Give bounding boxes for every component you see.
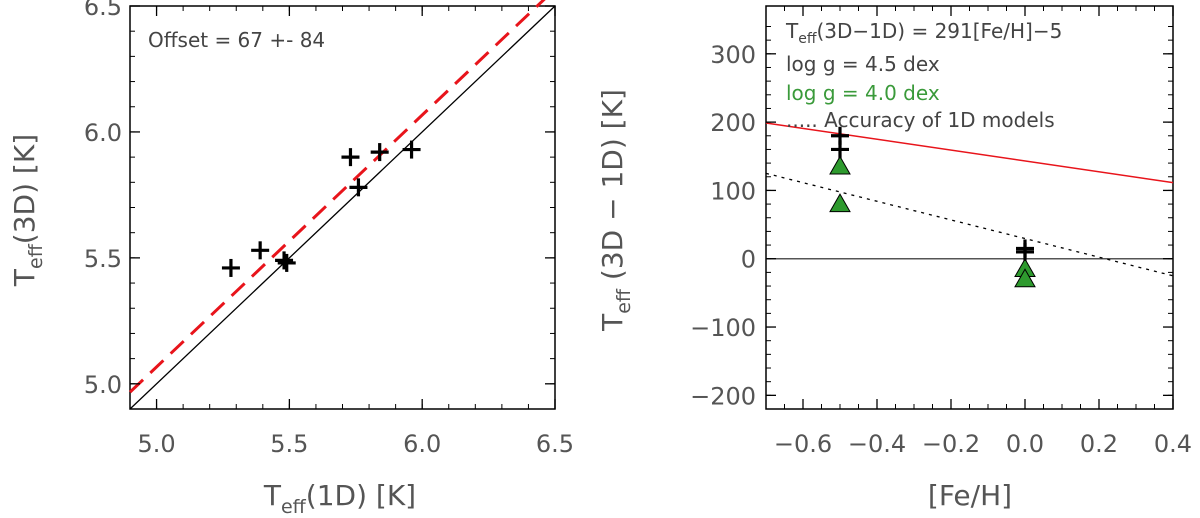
left-y-tick-label: 6.5: [84, 0, 122, 21]
left-y-axis-label: Teff(3D) [K]: [8, 134, 47, 287]
left-x-tick-label: 5.5: [270, 430, 308, 458]
right-y-axis-label: Teff (3D − 1D) [K]: [596, 89, 635, 332]
left-one-to-one-line: [129, 5, 556, 410]
left-data-point: [251, 241, 270, 260]
right-y-tick-label: 100: [710, 177, 756, 205]
left-data-point: [275, 251, 294, 270]
right-x-tick-label: −0.2: [922, 430, 980, 458]
left-y-tick-label: 6.0: [84, 119, 122, 147]
offset-annotation: Offset = 67 +- 84: [148, 28, 325, 52]
right-y-tick-label: 200: [710, 109, 756, 137]
right-fit-line: [765, 122, 1174, 184]
left-y-tick-label: 5.5: [84, 245, 122, 273]
left-x-tick-label: 6.5: [536, 430, 574, 458]
right-y-tick-label: 300: [710, 41, 756, 69]
legend-accuracy: ..... Accuracy of 1D models: [786, 108, 1055, 132]
legend-logg45: log g = 4.5 dex: [786, 52, 940, 76]
right-x-tick-label: 0.0: [1006, 430, 1044, 458]
left-data-point: [221, 258, 240, 277]
logg40-triangle-point: [1014, 268, 1036, 288]
left-x-tick-label: 6.0: [403, 430, 441, 458]
left-data-point: [349, 178, 368, 197]
left-data-point: [370, 143, 389, 162]
right-y-tick-label: −100: [690, 314, 756, 342]
right-accuracy-line: [765, 172, 1174, 277]
right-x-tick-label: −0.4: [848, 430, 906, 458]
legend-fit: Teff(3D−1D) = 291[Fe/H]−5: [785, 19, 1062, 47]
left-data-point: [341, 148, 360, 167]
logg40-triangle-point: [829, 155, 851, 175]
right-y-tick-label: −200: [690, 382, 756, 410]
logg45-plus-point: [831, 140, 849, 159]
right-y-tick-label: 0: [741, 246, 756, 274]
right-x-tick-label: 0.2: [1080, 430, 1118, 458]
right-x-axis-label: [Fe/H]: [928, 479, 1012, 512]
left-y-tick-label: 5.0: [84, 371, 122, 399]
left-data-point: [277, 253, 296, 272]
left-x-axis-label: Teff(1D) [K]: [263, 479, 416, 518]
legend-logg40: log g = 4.0 dex: [786, 81, 940, 105]
logg40-triangle-point: [829, 193, 851, 213]
right-x-tick-label: 0.4: [1154, 430, 1192, 458]
right-panel: −0.6 −0.4 −0.2 0.0 0.2 0.4 300 200 100 0 −100 −200…: [596, 5, 1192, 512]
right-x-tick-label: −0.6: [774, 430, 832, 458]
logg45-plus-point: [1016, 242, 1034, 261]
left-x-tick-label: 5.0: [137, 430, 175, 458]
left-panel: 5.0 5.5 6.0 6.5 5.0 5.5 6.0 6.5 Offset = 67 +-…: [8, 0, 574, 518]
left-data-point: [402, 140, 421, 159]
left-offset-fit-line: [128, 0, 546, 394]
